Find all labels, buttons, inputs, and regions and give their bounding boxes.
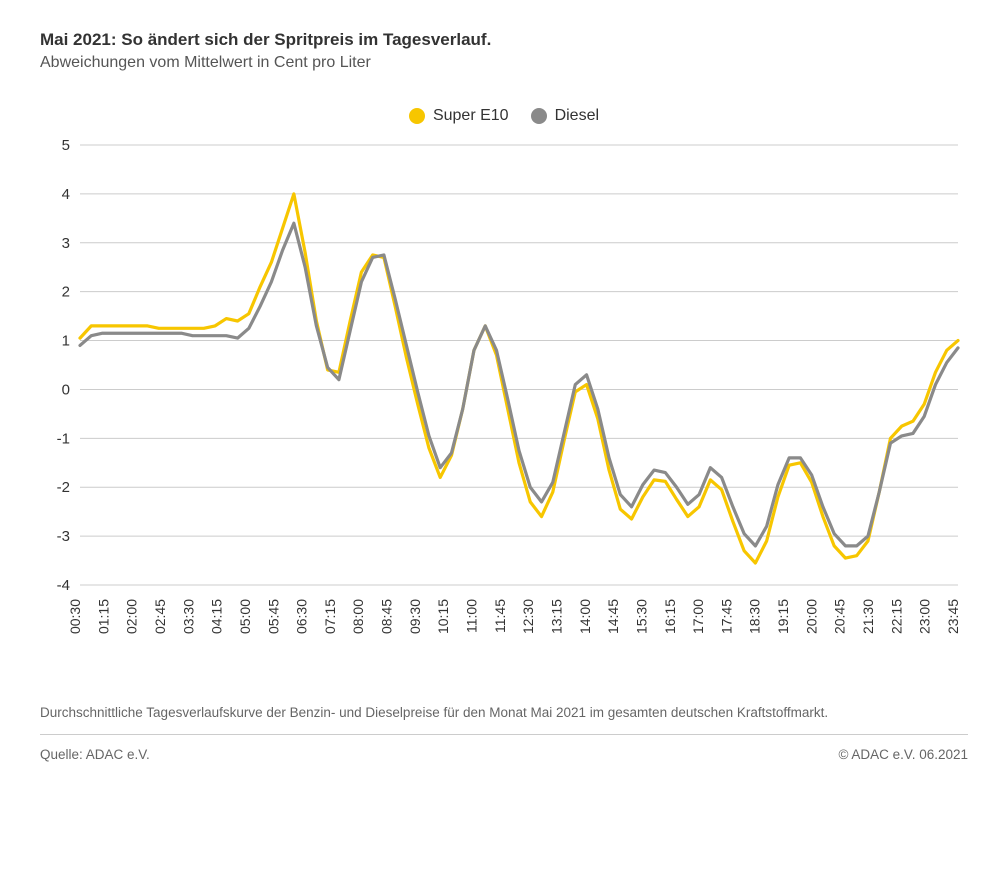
- svg-text:14:00: 14:00: [577, 599, 593, 634]
- svg-text:20:45: 20:45: [832, 599, 848, 634]
- svg-text:1: 1: [62, 333, 70, 350]
- legend-label-diesel: Diesel: [555, 107, 599, 125]
- svg-text:13:15: 13:15: [548, 599, 564, 634]
- svg-text:21:30: 21:30: [860, 599, 876, 634]
- svg-text:01:15: 01:15: [95, 599, 111, 634]
- chart-header: Mai 2021: So ändert sich der Spritpreis …: [40, 30, 968, 72]
- svg-text:-4: -4: [57, 577, 70, 594]
- svg-text:05:45: 05:45: [265, 599, 281, 634]
- chart-svg: -4 -3 -2 -1 0 1 2 3 4 5 00:30 01:15 02:00 02:45 03:30 0…: [40, 135, 968, 675]
- svg-text:18:30: 18:30: [747, 599, 763, 634]
- svg-text:10:15: 10:15: [435, 599, 451, 634]
- svg-text:2: 2: [62, 284, 70, 301]
- svg-text:14:45: 14:45: [605, 599, 621, 634]
- svg-text:11:00: 11:00: [464, 599, 480, 633]
- svg-text:08:00: 08:00: [350, 599, 366, 634]
- svg-text:15:30: 15:30: [633, 599, 649, 634]
- svg-text:04:15: 04:15: [209, 599, 225, 634]
- svg-text:19:15: 19:15: [775, 599, 791, 634]
- svg-text:0: 0: [62, 381, 70, 398]
- svg-text:07:15: 07:15: [322, 599, 338, 634]
- chart-footnote: Durchschnittliche Tagesverlaufskurve der…: [40, 705, 968, 735]
- footer-copyright: © ADAC e.V. 06.2021: [838, 747, 968, 762]
- svg-text:02:45: 02:45: [152, 599, 168, 634]
- svg-text:09:30: 09:30: [407, 599, 423, 634]
- legend-item-super-e10: Super E10: [409, 107, 509, 125]
- svg-text:3: 3: [62, 235, 70, 252]
- chart-legend: Super E10 Diesel: [40, 107, 968, 125]
- svg-text:02:00: 02:00: [124, 599, 140, 634]
- svg-text:11:45: 11:45: [492, 599, 508, 633]
- chart-title: Mai 2021: So ändert sich der Spritpreis …: [40, 30, 968, 50]
- chart-footer: Quelle: ADAC e.V. © ADAC e.V. 06.2021: [40, 747, 968, 762]
- svg-text:06:30: 06:30: [294, 599, 310, 634]
- svg-text:-2: -2: [57, 479, 70, 496]
- svg-text:08:45: 08:45: [379, 599, 395, 634]
- legend-dot-super-e10: [409, 108, 425, 124]
- svg-text:-1: -1: [57, 430, 70, 447]
- legend-dot-diesel: [531, 108, 547, 124]
- svg-text:05:00: 05:00: [237, 599, 253, 634]
- legend-label-super-e10: Super E10: [433, 107, 509, 125]
- svg-text:16:15: 16:15: [662, 599, 678, 634]
- svg-text:17:45: 17:45: [718, 599, 734, 634]
- svg-text:00:30: 00:30: [67, 599, 83, 634]
- svg-text:17:00: 17:00: [690, 599, 706, 634]
- legend-item-diesel: Diesel: [531, 107, 599, 125]
- svg-text:03:30: 03:30: [180, 599, 196, 634]
- svg-text:-3: -3: [57, 528, 70, 545]
- svg-text:4: 4: [62, 186, 70, 203]
- chart-plot-area: -4 -3 -2 -1 0 1 2 3 4 5 00:30 01:15 02:00 02:45 03:30 0…: [40, 135, 968, 675]
- svg-text:23:45: 23:45: [945, 599, 961, 634]
- svg-text:20:00: 20:00: [803, 599, 819, 634]
- svg-text:12:30: 12:30: [520, 599, 536, 634]
- svg-text:5: 5: [62, 137, 70, 154]
- footer-source: Quelle: ADAC e.V.: [40, 747, 150, 762]
- svg-text:22:15: 22:15: [888, 599, 904, 634]
- chart-subtitle: Abweichungen vom Mittelwert in Cent pro …: [40, 54, 968, 72]
- svg-text:23:00: 23:00: [917, 599, 933, 634]
